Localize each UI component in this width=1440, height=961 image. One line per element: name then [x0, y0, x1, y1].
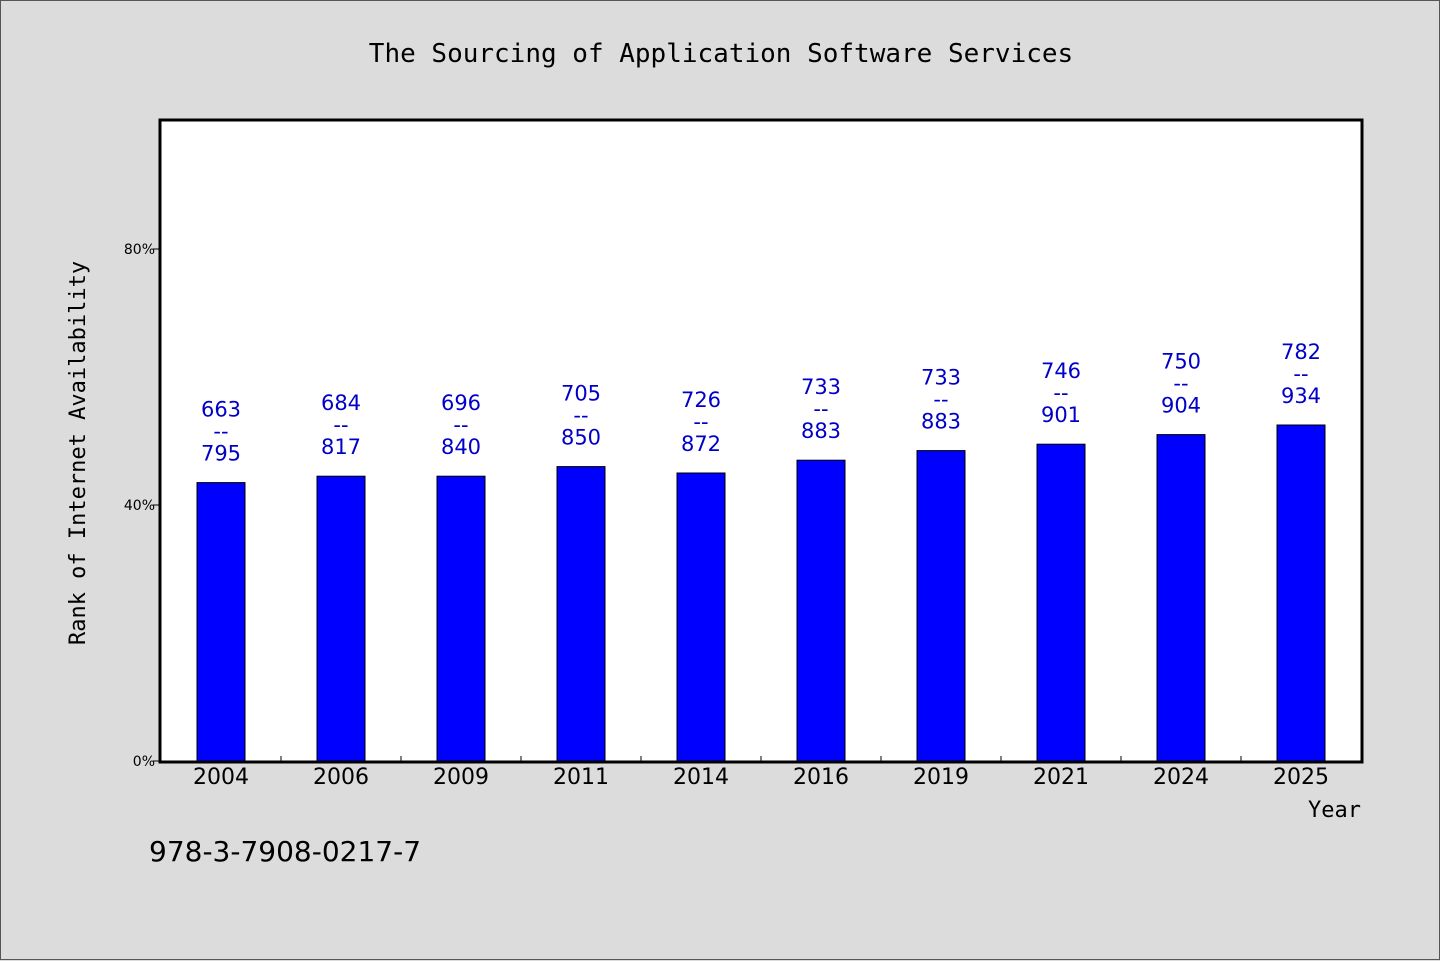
y-axis-title: Rank of Internet Availability [66, 261, 91, 645]
bar-2019 [916, 450, 966, 762]
x-tick-label-2009: 2009 [433, 765, 489, 790]
data-label-2009-1: -- [453, 413, 468, 437]
data-label-2006-1: -- [333, 413, 348, 437]
bar-2009 [436, 475, 486, 762]
x-tick-label-2025: 2025 [1273, 765, 1329, 790]
x-tick-label-2024: 2024 [1153, 765, 1209, 790]
x-axis: 2004 2006 2009 2011 2014 2016 2019 2021 2024 2025 [193, 756, 1329, 790]
data-label-2024-2: 904 [1161, 394, 1201, 418]
data-label-2016-1: -- [813, 397, 828, 421]
y-tick-label: 0% [133, 754, 155, 770]
y-axis: 0% 40% 80% [124, 242, 161, 770]
x-tick-label-2011: 2011 [553, 765, 609, 790]
data-label-2004-0: 663 [201, 398, 241, 422]
x-tick-label-2014: 2014 [673, 765, 729, 790]
footnote: 978-3-7908-0217-7 [149, 835, 422, 868]
y-tick-label: 80% [124, 242, 155, 258]
data-label-2009-2: 840 [441, 435, 481, 459]
bar-2016 [796, 459, 846, 762]
x-tick-label-2004: 2004 [193, 765, 249, 790]
data-label-2024-0: 750 [1161, 350, 1201, 374]
data-label-2014-2: 872 [681, 432, 721, 456]
data-labels-group: 663--795684--817696--840705--850726--872… [201, 340, 1321, 466]
data-label-2011-0: 705 [561, 382, 601, 406]
data-label-2016-0: 733 [801, 375, 841, 399]
data-label-2019-2: 883 [921, 410, 961, 434]
data-label-2014-0: 726 [681, 388, 721, 412]
x-tick-label-2006: 2006 [313, 765, 369, 790]
bar-2025 [1276, 424, 1326, 762]
x-tick-label-2016: 2016 [793, 765, 849, 790]
bar-2006 [316, 475, 366, 762]
bar-2024 [1156, 434, 1206, 762]
data-label-2019-0: 733 [921, 366, 961, 390]
data-label-2006-2: 817 [321, 435, 361, 459]
x-axis-title: Year [1308, 798, 1361, 823]
data-label-2011-1: -- [573, 404, 588, 428]
bar-2021 [1036, 443, 1086, 762]
x-tick-label-2019: 2019 [913, 765, 969, 790]
data-label-2006-0: 684 [321, 391, 361, 415]
data-label-2025-1: -- [1293, 362, 1308, 386]
y-tick-label: 40% [124, 498, 155, 514]
bar-2011 [556, 466, 606, 762]
x-tick-label-2021: 2021 [1033, 765, 1089, 790]
data-label-2025-0: 782 [1281, 340, 1321, 364]
data-label-2021-1: -- [1053, 381, 1068, 405]
data-label-2009-0: 696 [441, 391, 481, 415]
bar-2004 [196, 482, 246, 762]
data-label-2021-2: 901 [1041, 403, 1081, 427]
data-label-2019-1: -- [933, 388, 948, 412]
chart-title: The Sourcing of Application Software Ser… [369, 39, 1073, 69]
data-label-2014-1: -- [693, 410, 708, 434]
data-label-2011-2: 850 [561, 426, 601, 450]
data-label-2004-1: -- [213, 420, 228, 444]
data-label-2021-0: 746 [1041, 359, 1081, 383]
bars-group [196, 424, 1326, 762]
data-label-2004-2: 795 [201, 442, 241, 466]
data-label-2025-2: 934 [1281, 384, 1321, 408]
bar-2014 [676, 472, 726, 762]
data-label-2016-2: 883 [801, 419, 841, 443]
data-label-2024-1: -- [1173, 372, 1188, 396]
